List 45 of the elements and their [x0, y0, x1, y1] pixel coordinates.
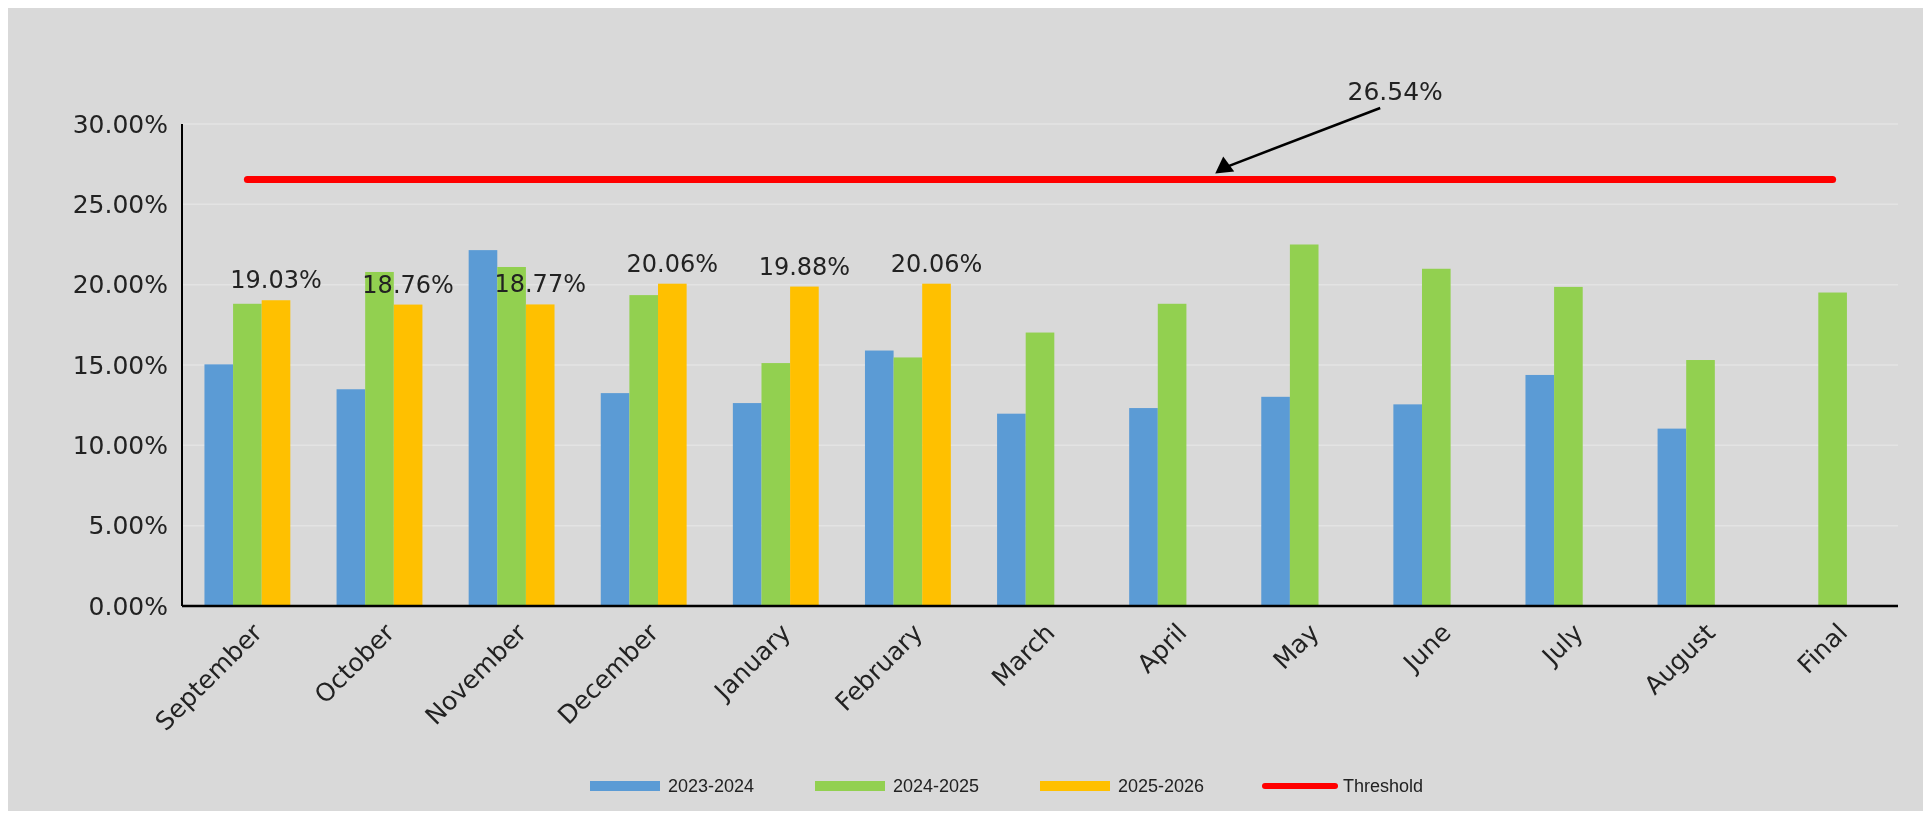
bar: [1525, 374, 1555, 606]
bar: [1129, 408, 1158, 606]
bar: [1393, 404, 1422, 606]
bar: [1554, 286, 1583, 606]
data-label: 19.03%: [230, 266, 322, 295]
legend-label: Threshold: [1343, 776, 1424, 797]
bar: [336, 389, 366, 606]
bar: [393, 304, 423, 606]
y-tick-label: 10.00%: [72, 431, 168, 461]
bar: [261, 300, 291, 606]
legend-label: 2024-2025: [893, 776, 980, 797]
bar: [1261, 396, 1290, 606]
bar: [233, 303, 262, 606]
bar: [204, 364, 234, 606]
y-tick-label: 20.00%: [72, 270, 168, 300]
bar: [864, 350, 894, 606]
bar: [1025, 332, 1055, 606]
bar: [1657, 428, 1687, 606]
data-label: 20.06%: [890, 249, 983, 278]
y-tick-label: 5.00%: [88, 511, 168, 541]
bar: [761, 363, 791, 606]
bar: [922, 283, 951, 606]
y-tick-label: 15.00%: [72, 350, 168, 380]
y-tick-label: 30.00%: [72, 109, 168, 139]
bar: [1157, 303, 1187, 606]
bar: [893, 357, 923, 606]
y-tick-label: 25.00%: [72, 190, 168, 220]
data-label: 19.88%: [758, 252, 851, 281]
y-tick-label: 0.00%: [88, 591, 168, 621]
bar: [1289, 244, 1319, 606]
bar: [468, 250, 498, 606]
legend-label: 2025-2026: [1118, 776, 1205, 797]
bar: [600, 393, 630, 606]
bar: [1818, 292, 1847, 606]
bar: [658, 283, 687, 606]
bar: [1686, 360, 1715, 606]
data-label: 20.06%: [626, 249, 719, 278]
bar: [525, 304, 555, 606]
text: 26.54%: [1347, 77, 1443, 106]
bar: [629, 295, 659, 606]
bar: [1421, 268, 1451, 606]
bar: [732, 403, 762, 606]
bar: [997, 413, 1026, 606]
legend-label: 2023-2024: [668, 776, 755, 797]
bar: [790, 286, 819, 606]
